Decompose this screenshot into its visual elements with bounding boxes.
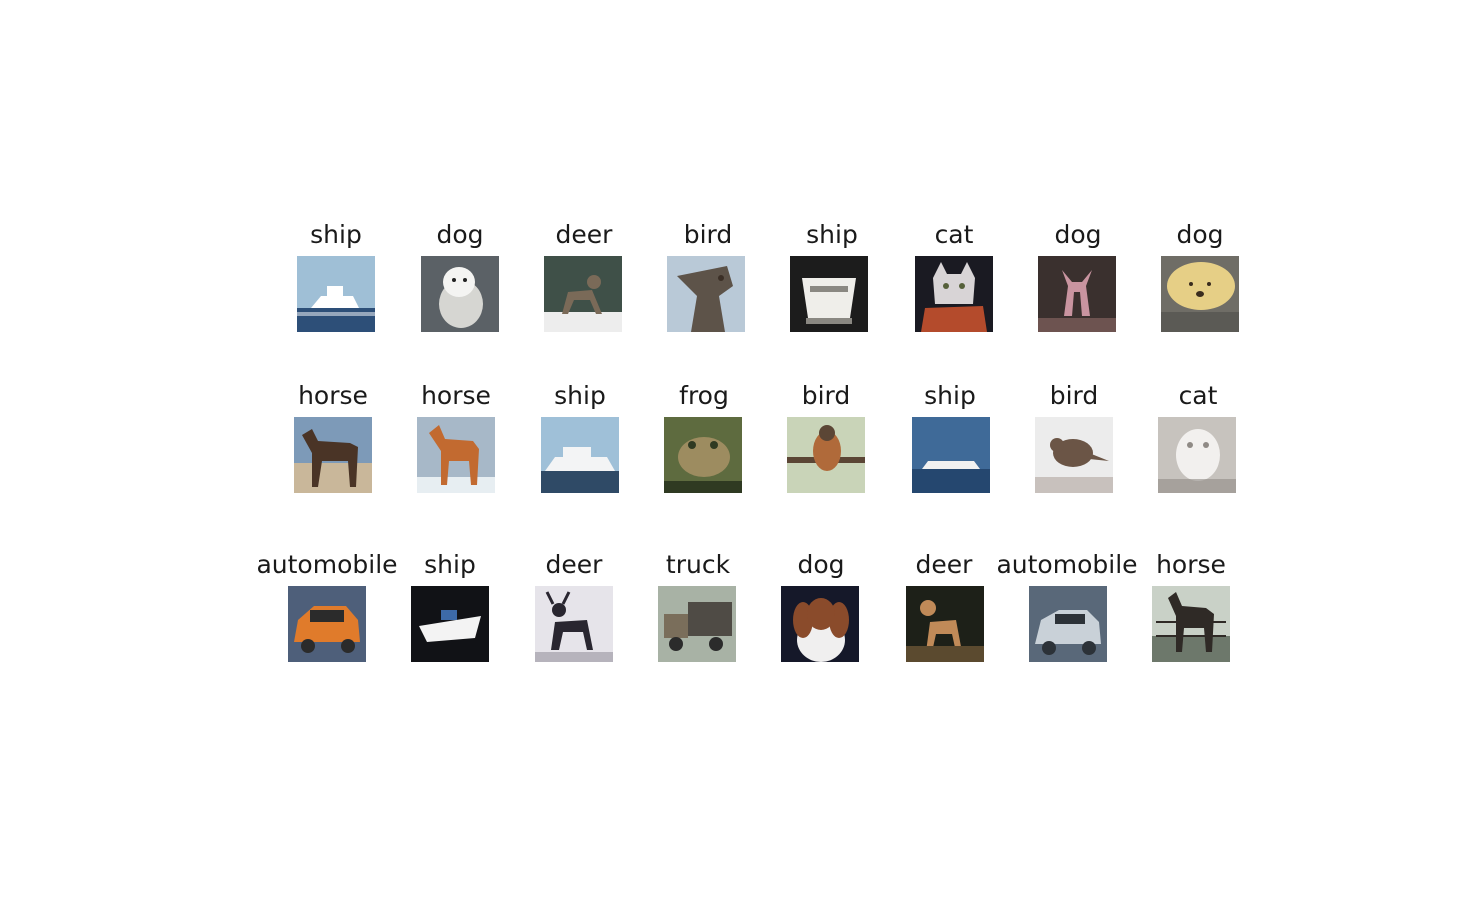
- sample-cell: automobile: [987, 550, 1147, 680]
- sample-label: dog: [1176, 220, 1224, 249]
- ship-photo-icon: [411, 586, 489, 662]
- truck-photo-icon: [658, 586, 736, 662]
- sample-cell: horse: [1111, 550, 1271, 680]
- ship-photo-icon: [297, 256, 375, 332]
- sample-label: horse: [421, 381, 491, 410]
- dog-photo-icon: [421, 256, 499, 332]
- bird-photo-icon: [787, 417, 865, 493]
- sample-label: dog: [436, 220, 484, 249]
- ship-photo-icon: [790, 256, 868, 332]
- sample-label: deer: [545, 550, 603, 579]
- sample-cell: horse: [376, 381, 536, 511]
- sample-label: dog: [1054, 220, 1102, 249]
- sample-label: deer: [915, 550, 973, 579]
- automobile-photo-icon: [1029, 586, 1107, 662]
- sample-cell: dog: [1120, 220, 1280, 350]
- sample-cell: horse: [253, 381, 413, 511]
- sample-cell: bird: [628, 220, 788, 350]
- ship-photo-icon: [541, 417, 619, 493]
- sample-cell: ship: [370, 550, 530, 680]
- sample-label: truck: [665, 550, 731, 579]
- sample-cell: bird: [994, 381, 1154, 511]
- sample-label: horse: [1156, 550, 1226, 579]
- cat-photo-icon: [1158, 417, 1236, 493]
- deer-photo-icon: [535, 586, 613, 662]
- sample-label: deer: [555, 220, 613, 249]
- sample-label: ship: [310, 220, 362, 249]
- sample-cell: bird: [746, 381, 906, 511]
- deer-photo-icon: [906, 586, 984, 662]
- sample-label: dog: [797, 550, 845, 579]
- cat-photo-icon: [915, 256, 993, 332]
- sample-label: bird: [801, 381, 851, 410]
- ship-photo-icon: [912, 417, 990, 493]
- sample-cell: dog: [380, 220, 540, 350]
- sample-cell: deer: [504, 220, 664, 350]
- sample-cell: frog: [624, 381, 784, 511]
- dog-photo-icon: [1038, 256, 1116, 332]
- frog-photo-icon: [664, 417, 742, 493]
- horse-photo-icon: [417, 417, 495, 493]
- sample-cell: ship: [256, 220, 416, 350]
- dog-photo-icon: [1161, 256, 1239, 332]
- automobile-photo-icon: [288, 586, 366, 662]
- horse-photo-icon: [294, 417, 372, 493]
- sample-label: cat: [934, 220, 974, 249]
- sample-label: cat: [1178, 381, 1218, 410]
- sample-cell: ship: [752, 220, 912, 350]
- bird-photo-icon: [667, 256, 745, 332]
- sample-label: frog: [679, 381, 729, 410]
- sample-cell: deer: [864, 550, 1024, 680]
- sample-cell: dog: [998, 220, 1158, 350]
- horse-photo-icon: [1152, 586, 1230, 662]
- sample-label: ship: [424, 550, 476, 579]
- sample-cell: ship: [500, 381, 660, 511]
- sample-label: horse: [298, 381, 368, 410]
- dog-photo-icon: [781, 586, 859, 662]
- sample-label: ship: [806, 220, 858, 249]
- deer-photo-icon: [544, 256, 622, 332]
- bird-photo-icon: [1035, 417, 1113, 493]
- sample-cell: ship: [870, 381, 1030, 511]
- sample-label: automobile: [256, 550, 398, 579]
- sample-cell: deer: [494, 550, 654, 680]
- sample-label: ship: [554, 381, 606, 410]
- sample-cell: truck: [618, 550, 778, 680]
- sample-cell: dog: [741, 550, 901, 680]
- sample-cell: automobile: [247, 550, 407, 680]
- sample-label: automobile: [996, 550, 1138, 579]
- sample-label: ship: [924, 381, 976, 410]
- sample-label: bird: [1049, 381, 1099, 410]
- sample-cell: cat: [1118, 381, 1278, 511]
- sample-label: bird: [683, 220, 733, 249]
- sample-cell: cat: [874, 220, 1034, 350]
